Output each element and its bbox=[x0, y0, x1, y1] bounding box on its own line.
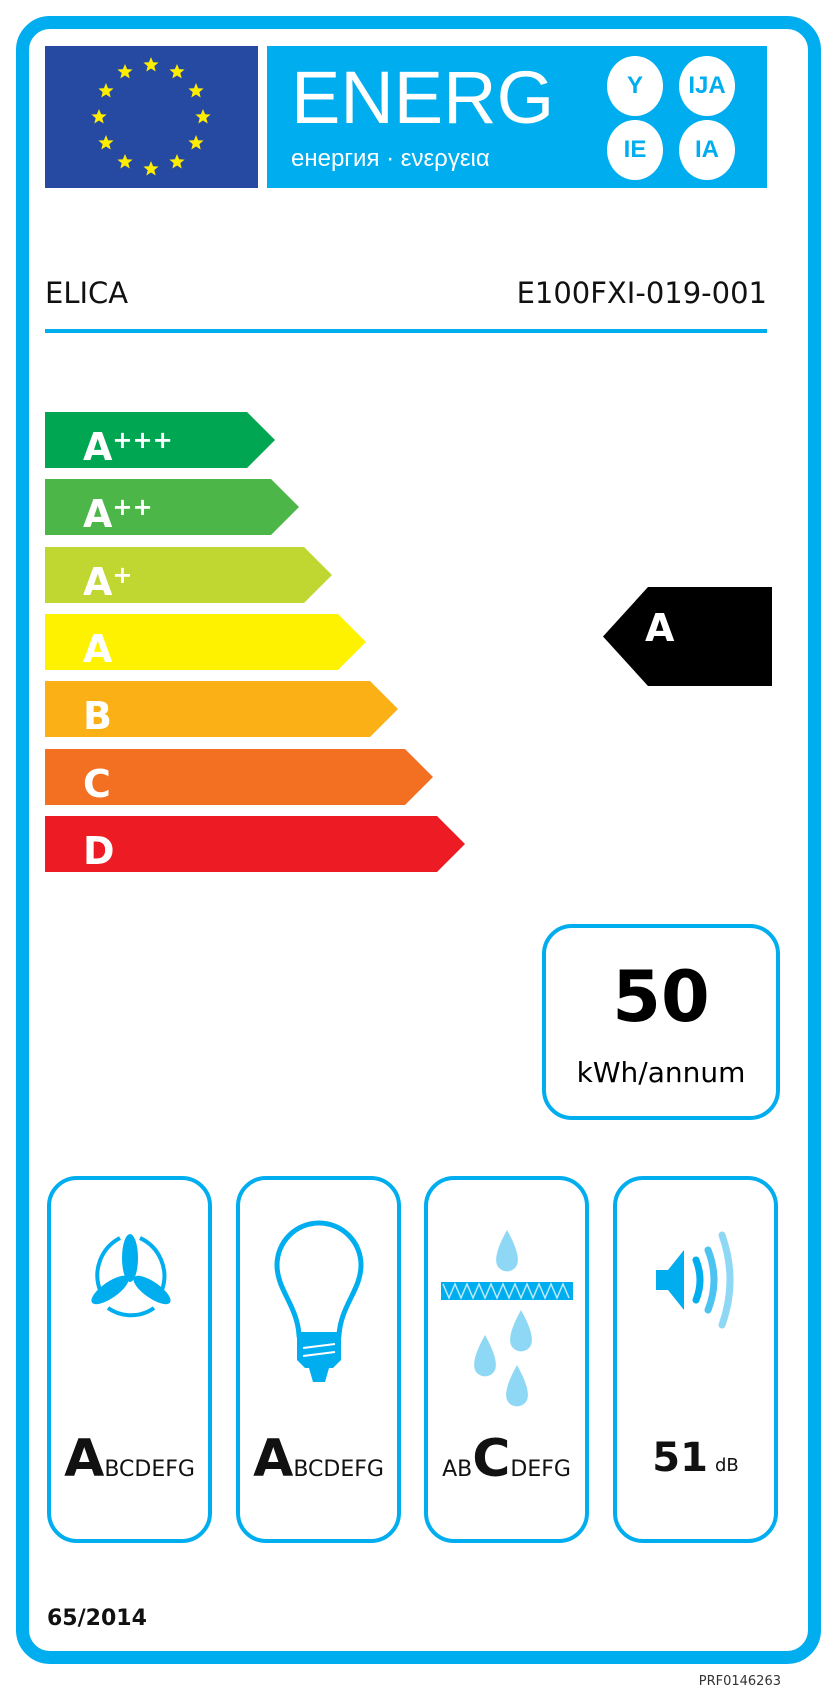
energy-class-bar: C bbox=[45, 748, 433, 806]
rating-class: A bbox=[645, 606, 675, 650]
label-frame bbox=[16, 16, 821, 1664]
eu-star-icon bbox=[91, 109, 107, 124]
noise-level: 51 dB bbox=[652, 1435, 739, 1481]
eu-star-icon bbox=[188, 83, 204, 98]
energy-class-label: D bbox=[83, 828, 115, 873]
energy-title: ENERG bbox=[291, 56, 555, 139]
speaker-icon bbox=[617, 1220, 774, 1340]
efficiency-scale: ABCDEFG bbox=[64, 1429, 195, 1489]
energy-banner: ENERG енергия · ενεργεια Y IJA IE IA bbox=[267, 46, 767, 188]
energy-class-bar: D bbox=[45, 815, 465, 873]
energy-class-label: A bbox=[83, 626, 113, 671]
divider bbox=[45, 329, 767, 333]
energy-class-bar: A bbox=[45, 613, 366, 671]
consumption-unit: kWh/annum bbox=[576, 1056, 746, 1089]
supplier-name: ELICA bbox=[45, 276, 129, 310]
eu-star-icon bbox=[98, 135, 114, 150]
energy-class-bar: A+++ bbox=[45, 412, 275, 469]
eu-star-icon bbox=[169, 64, 185, 79]
eu-star-icon bbox=[143, 57, 159, 72]
energy-class-label: A+ bbox=[83, 559, 133, 604]
consumption-value: 50 bbox=[612, 956, 710, 1038]
suffix-ija: IJA bbox=[679, 56, 735, 116]
consumption-box: 50 kWh/annum bbox=[542, 924, 780, 1120]
eu-flag bbox=[45, 46, 258, 188]
energy-class-bar: A++ bbox=[45, 479, 299, 536]
eu-star-icon bbox=[188, 135, 204, 150]
energy-class-label: C bbox=[83, 761, 111, 806]
eu-star-icon bbox=[117, 64, 133, 79]
energy-class-label: B bbox=[83, 694, 112, 739]
light-bulb-icon bbox=[240, 1220, 397, 1400]
energy-class-label: A++ bbox=[83, 492, 153, 537]
label-code: PRF0146263 bbox=[698, 1674, 781, 1689]
suffix-y: Y bbox=[607, 56, 663, 116]
eu-star-icon bbox=[169, 154, 185, 169]
model-id: E100FXI-019-001 bbox=[516, 276, 767, 310]
efficiency-scale: ABCDEFG bbox=[442, 1429, 571, 1489]
eu-star-icon bbox=[143, 161, 159, 176]
suffix-ie: IE bbox=[607, 120, 663, 180]
noise-box: 51 dB bbox=[613, 1176, 778, 1543]
grease-filter-icon bbox=[428, 1220, 585, 1410]
grease-filtering-efficiency-box: ABCDEFG bbox=[424, 1176, 589, 1543]
energy-class-bar: A+ bbox=[45, 546, 332, 604]
energy-class-bar: B bbox=[45, 681, 398, 738]
regulation-number: 65/2014 bbox=[47, 1606, 147, 1631]
eu-star-icon bbox=[117, 154, 133, 169]
suffix-ia: IA bbox=[679, 120, 735, 180]
energy-subtitle: енергия · ενεργεια bbox=[291, 145, 490, 172]
lighting-efficiency-box: ABCDEFG bbox=[236, 1176, 401, 1543]
fan-icon bbox=[51, 1220, 208, 1330]
eu-star-icon bbox=[98, 83, 114, 98]
eu-star-icon bbox=[195, 109, 211, 124]
efficiency-scale: ABCDEFG bbox=[253, 1429, 384, 1489]
fluid-dynamic-efficiency-box: ABCDEFG bbox=[47, 1176, 212, 1543]
energy-class-label: A+++ bbox=[83, 425, 173, 469]
rating-arrow bbox=[603, 587, 772, 690]
